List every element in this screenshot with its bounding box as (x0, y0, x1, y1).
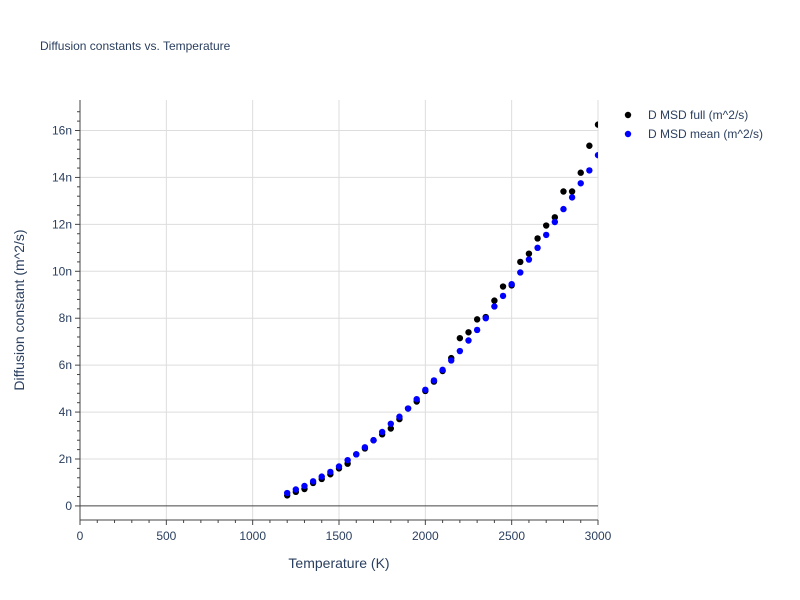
data-point (551, 218, 559, 226)
data-point (327, 468, 334, 476)
data-point (560, 205, 567, 213)
x-tick-label: 500 (156, 529, 176, 543)
data-point (560, 188, 567, 195)
y-axis-title: Diffusion constant (m^2/s) (11, 229, 27, 390)
data-point (292, 486, 300, 493)
chart-title: Diffusion constants vs. Temperature (40, 39, 231, 53)
legend-item[interactable]: D MSD mean (m^2/s) (624, 127, 763, 141)
data-point (517, 269, 524, 276)
data-point (378, 428, 386, 436)
legend-marker (624, 111, 632, 119)
data-point (543, 222, 550, 229)
axes (75, 100, 599, 525)
legend[interactable]: D MSD full (m^2/s) D MSD mean (m^2/s) (624, 108, 763, 141)
data-point (577, 180, 584, 187)
y-tick-label: 10n (52, 264, 72, 278)
data-point (543, 231, 550, 239)
y-tick-label: 2n (59, 452, 72, 466)
series-2 (284, 151, 598, 497)
y-tick-label: 0 (65, 499, 72, 513)
series-1 (284, 121, 598, 499)
data-point (318, 473, 325, 480)
data-point (456, 334, 464, 342)
y-tick-label: 8n (59, 311, 72, 325)
legend-item[interactable]: D MSD full (m^2/s) (624, 108, 749, 122)
data-points (284, 121, 598, 499)
data-point (594, 151, 598, 159)
y-tick-label: 16n (52, 124, 72, 138)
x-tick-label: 3000 (585, 529, 612, 543)
gridlines (80, 100, 599, 520)
data-point (586, 167, 593, 174)
data-point (534, 235, 541, 242)
data-point (361, 444, 369, 451)
data-point (465, 329, 472, 336)
data-point (577, 169, 584, 176)
x-tick-label: 2000 (412, 529, 439, 543)
data-point (525, 250, 533, 257)
data-point (594, 121, 598, 128)
data-point (551, 214, 559, 221)
data-point (568, 194, 576, 201)
data-point (465, 337, 472, 344)
data-point (568, 188, 576, 195)
y-tick-label: 12n (52, 217, 72, 231)
data-point (387, 420, 394, 427)
x-axis-title: Temperature (K) (288, 555, 389, 571)
x-tick-label: 2500 (498, 529, 525, 543)
data-point (387, 425, 394, 432)
data-point (491, 303, 498, 310)
data-point (473, 316, 481, 323)
data-point (491, 297, 498, 304)
y-tick-label: 14n (52, 170, 72, 184)
legend-label: D MSD full (m^2/s) (648, 108, 748, 122)
data-point (525, 256, 533, 263)
data-point (482, 315, 489, 322)
data-point (499, 292, 507, 300)
x-tick-label: 0 (77, 529, 84, 543)
data-point (309, 478, 317, 485)
data-point (448, 357, 455, 364)
data-point (430, 377, 438, 384)
data-point (413, 395, 420, 403)
data-point (473, 326, 481, 334)
y-tick-label: 6n (59, 358, 72, 372)
data-point (344, 456, 351, 464)
data-point (439, 366, 446, 374)
data-point (353, 451, 360, 458)
data-point (301, 482, 308, 490)
data-point (422, 386, 429, 393)
data-point (335, 463, 343, 470)
legend-marker (624, 130, 632, 138)
data-point (284, 489, 291, 497)
x-tick-label: 1500 (326, 529, 353, 543)
data-point (370, 437, 377, 444)
x-tick-label: 1000 (239, 529, 266, 543)
tick-labels: 0 500 1000 1500 2000 2500 3000 0 2n 4n 6n 8n 10n 12n 1… (52, 124, 612, 543)
data-point (586, 142, 593, 149)
data-point (534, 244, 541, 252)
data-point (404, 405, 412, 412)
y-tick-label: 4n (59, 405, 72, 419)
data-point (456, 347, 464, 355)
data-point (396, 413, 403, 420)
legend-label: D MSD mean (m^2/s) (648, 127, 763, 141)
data-point (499, 283, 507, 290)
data-point (517, 258, 524, 266)
data-point (508, 280, 515, 288)
